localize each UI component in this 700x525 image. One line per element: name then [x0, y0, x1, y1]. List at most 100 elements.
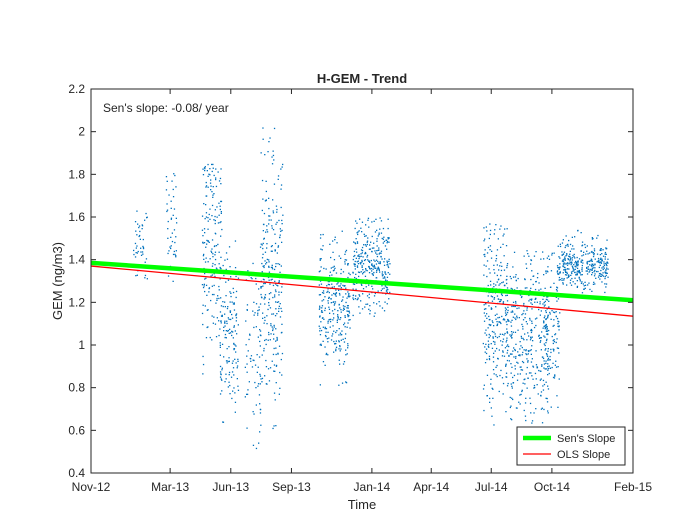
data-point [214, 275, 216, 278]
data-point [550, 270, 553, 272]
data-point [358, 257, 360, 260]
data-point [574, 262, 576, 264]
data-point [559, 279, 561, 281]
data-point [322, 290, 325, 292]
data-point [349, 273, 351, 276]
data-point [379, 217, 381, 219]
data-point [219, 393, 222, 395]
data-point [221, 343, 224, 345]
data-point [226, 348, 228, 350]
data-point [224, 381, 226, 383]
data-point [341, 334, 343, 336]
data-point [319, 315, 321, 317]
data-point [515, 357, 517, 359]
data-point [280, 188, 282, 190]
data-point [362, 288, 365, 290]
data-point [259, 408, 262, 411]
data-point [500, 322, 502, 325]
data-point [226, 330, 229, 332]
data-point [544, 315, 546, 317]
data-point [601, 258, 603, 260]
data-point [344, 259, 346, 261]
data-point [373, 271, 375, 274]
data-point [386, 276, 389, 278]
data-point [486, 260, 489, 262]
data-point [202, 241, 204, 243]
data-point [376, 253, 378, 255]
data-point [337, 314, 339, 316]
data-point [569, 279, 572, 281]
data-point [378, 268, 380, 270]
data-point [381, 237, 383, 240]
data-point [510, 418, 512, 420]
data-point [483, 304, 485, 306]
data-point [373, 259, 375, 261]
data-point [529, 289, 531, 292]
data-point [543, 363, 546, 365]
data-point [233, 325, 235, 327]
data-point [341, 299, 344, 301]
data-point [218, 251, 220, 253]
data-point [232, 287, 234, 290]
data-point [348, 296, 350, 298]
data-point [565, 263, 567, 265]
data-point [605, 269, 607, 271]
data-point [569, 262, 571, 264]
data-point [267, 339, 269, 341]
data-point [260, 293, 262, 296]
data-point [506, 332, 509, 334]
data-point [210, 189, 212, 191]
data-point [551, 366, 553, 369]
data-point [591, 272, 594, 274]
data-point [378, 249, 380, 251]
data-point [218, 334, 220, 337]
data-point [519, 366, 521, 368]
data-point [265, 199, 267, 201]
data-point [232, 390, 234, 392]
data-point [607, 262, 609, 264]
data-point [280, 358, 282, 361]
data-point [518, 317, 520, 319]
data-point [322, 233, 324, 236]
data-point [359, 256, 361, 258]
data-point [544, 336, 546, 338]
data-point [216, 317, 218, 319]
data-point [172, 196, 175, 198]
data-point [220, 200, 223, 203]
data-point [334, 236, 336, 238]
data-point [323, 267, 325, 270]
data-point [389, 273, 391, 275]
data-point [540, 408, 543, 410]
data-point [277, 263, 279, 265]
data-point [506, 282, 508, 285]
data-point [272, 284, 275, 287]
data-point [249, 334, 251, 336]
data-point [253, 301, 255, 303]
data-point [543, 317, 545, 319]
data-point [335, 292, 337, 295]
data-point [484, 315, 487, 317]
data-point [324, 309, 326, 312]
data-point [386, 260, 388, 262]
data-point [569, 250, 571, 252]
data-point [537, 272, 539, 275]
data-point [494, 350, 496, 352]
data-point [336, 321, 338, 323]
data-point [281, 166, 283, 168]
data-point [558, 268, 560, 270]
data-point [344, 285, 346, 287]
data-point [274, 249, 276, 251]
data-point [341, 300, 343, 302]
data-point [379, 228, 381, 230]
data-point [227, 306, 229, 308]
data-point [334, 293, 336, 295]
data-point [493, 331, 495, 333]
data-point [355, 220, 357, 222]
data-point [506, 331, 508, 333]
data-point [319, 334, 322, 336]
data-point [265, 359, 267, 362]
data-point [232, 360, 234, 362]
data-point [493, 424, 495, 426]
data-point [489, 229, 492, 232]
data-point [257, 336, 259, 338]
